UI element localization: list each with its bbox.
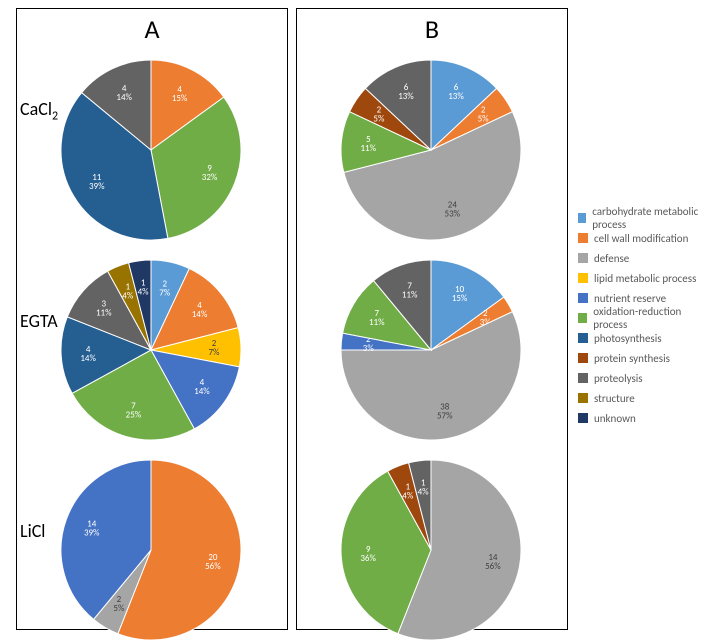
pie-A-EGTA: 27%414%27%414%725%414%311%14%14%: [61, 260, 241, 440]
legend-swatch: [578, 413, 588, 423]
legend-swatch: [578, 273, 588, 283]
legend-swatch: [578, 373, 588, 383]
legend-swatch: [578, 393, 588, 403]
figure: { "layout":{ "columns":[{"id":"A","title…: [0, 0, 709, 638]
pie-B-EGTA: 1015%23%3857%23%711%711%: [341, 260, 521, 440]
legend-item: defense: [578, 248, 709, 268]
legend: carbohydrate metabolic processcell wall …: [578, 208, 709, 428]
legend-swatch: [578, 213, 586, 223]
legend-swatch: [578, 353, 588, 363]
legend-label: carbohydrate metabolic process: [592, 205, 709, 231]
legend-label: cell wall modification: [594, 232, 688, 245]
legend-swatch: [578, 333, 588, 343]
column-B-title: B: [297, 13, 567, 45]
row-label-EGTA: EGTA: [20, 310, 58, 332]
legend-swatch: [578, 253, 588, 263]
pie-A-LiCl: 2056%25%1439%: [61, 460, 241, 640]
legend-label: nutrient reserve: [594, 292, 666, 305]
legend-label: protein synthesis: [594, 352, 670, 365]
legend-item: proteolysis: [578, 368, 709, 388]
legend-item: cell wall modification: [578, 228, 709, 248]
legend-label: oxidation-reduction process: [593, 305, 709, 331]
legend-label: photosynthesis: [594, 332, 662, 345]
pie-B-LiCl: 1456%936%14%14%: [341, 460, 521, 640]
row-label-LiCl: LiCl: [20, 520, 45, 542]
pie-B-CaCl2: 613%25%2453%511%25%613%: [341, 60, 521, 240]
legend-label: structure: [594, 392, 635, 405]
legend-item: photosynthesis: [578, 328, 709, 348]
column-A-title: A: [17, 13, 287, 45]
row-label-CaCl2: CaCl2: [20, 98, 58, 124]
pie-A-CaCl2: 415%932%1139%414%: [61, 60, 241, 240]
legend-swatch: [578, 233, 588, 243]
legend-swatch: [578, 313, 587, 323]
legend-swatch: [578, 293, 588, 303]
legend-label: proteolysis: [594, 372, 643, 385]
legend-item: unknown: [578, 408, 709, 428]
legend-item: oxidation-reduction process: [578, 308, 709, 328]
legend-item: protein synthesis: [578, 348, 709, 368]
legend-label: lipid metabolic process: [594, 272, 696, 285]
legend-label: unknown: [594, 412, 636, 425]
legend-item: structure: [578, 388, 709, 408]
legend-item: carbohydrate metabolic process: [578, 208, 709, 228]
legend-item: lipid metabolic process: [578, 268, 709, 288]
legend-label: defense: [594, 252, 629, 265]
